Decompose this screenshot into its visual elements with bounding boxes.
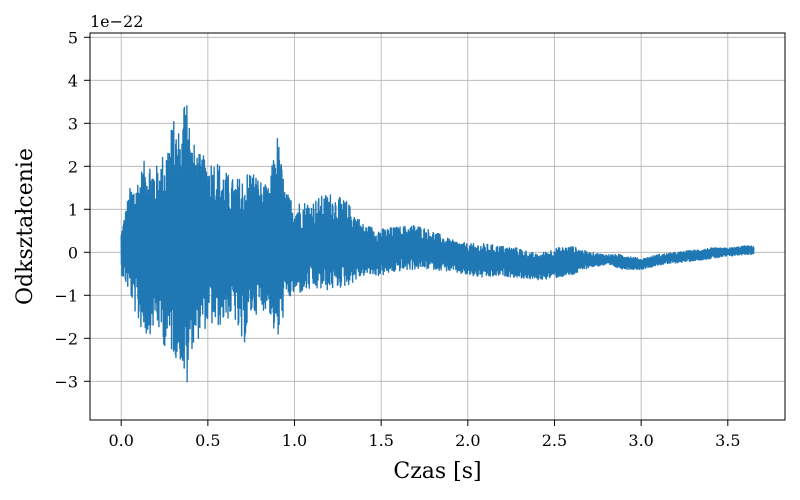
y-axis-offset-label: 1e−22 [90,12,143,31]
y-tick-label: −1 [54,286,78,305]
x-tick-label: 0.0 [108,431,133,450]
y-tick-label: 0 [68,243,78,262]
x-tick-label: 1.5 [368,431,393,450]
x-tick-label: 2.0 [455,431,480,450]
x-tick-label: 3.5 [715,431,740,450]
y-tick-label: −2 [54,329,78,348]
grid [90,33,785,420]
plot-area [89,32,786,421]
y-tick-label: 2 [68,157,78,176]
x-tick-label: 0.5 [195,431,220,450]
y-axis-label: Odkształcenie [13,148,38,305]
axes-frame [89,32,786,421]
y-tick-label: 3 [68,114,78,133]
x-axis-ticks: 0.0 0.5 1.0 1.5 2.0 2.5 3.0 3.5 [108,420,741,450]
x-tick-label: 2.5 [542,431,567,450]
y-axis-ticks: −3 −2 −1 0 1 2 3 4 5 [54,28,90,391]
x-axis-label: Czas [s] [393,459,481,484]
series-layer [120,105,755,383]
x-tick-label: 1.0 [282,431,307,450]
series-line [120,105,755,383]
y-tick-label: −3 [54,372,78,391]
y-tick-label: 5 [68,28,78,47]
y-tick-label: 4 [68,71,78,90]
y-tick-label: 1 [68,200,78,219]
x-tick-label: 3.0 [628,431,653,450]
